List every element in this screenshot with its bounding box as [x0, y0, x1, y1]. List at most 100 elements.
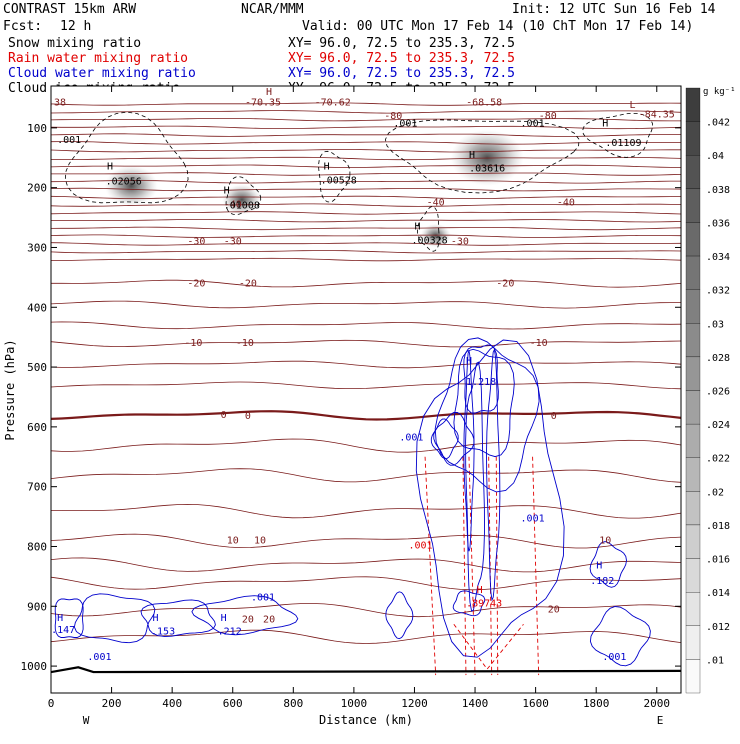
contour-value-label: .02056	[106, 177, 142, 188]
colorbar-unit: g kg⁻¹	[703, 87, 736, 97]
contour-value-label: .00328	[412, 235, 448, 246]
contour-value-label: .147	[51, 625, 75, 636]
isotherm-label: -40	[557, 198, 575, 209]
isotherm	[51, 468, 681, 483]
isotherm	[51, 164, 681, 168]
y-tick-label: 1000	[21, 660, 48, 673]
isotherm	[51, 250, 681, 254]
contour-value-label: .01008	[224, 201, 260, 212]
field-label-rain: Rain water mixing ratio	[8, 51, 188, 66]
isotherm-label: 10	[599, 536, 611, 547]
valid-time: Valid: 00 UTC Mon 17 Feb 14 (10 ChT Mon …	[302, 19, 693, 34]
isotherm	[51, 187, 681, 192]
field-label-snow: Snow mixing ratio	[8, 36, 141, 51]
contour-value-label: .001	[521, 119, 545, 130]
contour-value-label: H	[414, 222, 420, 233]
colorbar-tick-label: .036	[706, 218, 730, 229]
isotherm	[51, 381, 681, 390]
contour-value-label: H	[477, 585, 483, 596]
cloud-water-contour	[465, 361, 485, 612]
field-xy-rain: XY= 96.0, 72.5 to 235.3, 72.5	[288, 51, 515, 66]
isotherm-label: -20	[496, 278, 514, 289]
colorbar-bin	[685, 524, 701, 559]
isotherm-label: -68.58	[466, 98, 502, 109]
isotherm-label: -20	[187, 278, 205, 289]
rain-contours	[424, 456, 540, 676]
colorbar-bin	[685, 323, 701, 358]
x-left-end-label: W	[83, 714, 90, 727]
contour-value-label: 1.218	[466, 377, 496, 388]
x-tick-label: 600	[223, 697, 243, 710]
contour-value-label: .001	[393, 119, 417, 130]
colorbar-tick-label: .03	[706, 319, 724, 330]
x-tick-label: 200	[102, 697, 122, 710]
x-tick-label: 1400	[462, 697, 489, 710]
isotherm	[51, 300, 681, 309]
isotherm-label: 20	[242, 614, 254, 625]
contour-value-label: .001	[521, 513, 545, 524]
contour-value-label: .001	[87, 652, 111, 663]
contour-value-label: H	[266, 87, 272, 98]
contour-value-label: H	[221, 613, 227, 624]
cloud-water-contour	[589, 606, 651, 667]
colorbar-bin	[685, 87, 701, 122]
isotherm	[51, 195, 681, 199]
contour-value-label: .03616	[469, 164, 505, 175]
cloud-water-contour	[433, 412, 475, 466]
isotherm	[51, 339, 681, 348]
isotherm-label: -40	[427, 198, 445, 209]
rain-contour	[532, 456, 540, 676]
isotherm-label: -20	[239, 278, 257, 289]
field-label-cloud-water: Cloud water mixing ratio	[8, 66, 196, 81]
fcst-label: Fcst:	[3, 19, 42, 34]
isotherm	[51, 102, 681, 106]
cloud-ice-contour	[225, 176, 262, 216]
colorbar-bin	[685, 457, 701, 492]
colorbar-tick-label: .042	[706, 118, 730, 129]
init-time: Init: 12 UTC Sun 16 Feb 14	[512, 2, 716, 17]
x-axis: 0 200 400 600 800 1000 1200 1400 1600 1800 2000	[48, 86, 670, 710]
field-xy-snow: XY= 96.0, 72.5 to 235.3, 72.5	[288, 36, 515, 51]
colorbar-tick-label: .04	[706, 151, 724, 162]
colorbar-tick-label: .014	[706, 588, 730, 599]
colorbar-bin	[685, 423, 701, 458]
x-axis-title: Distance (km)	[319, 713, 413, 727]
isotherm	[51, 576, 681, 591]
isotherm-label: 0	[245, 411, 251, 422]
x-tick-label: 1800	[583, 697, 610, 710]
isotherm-label: -30	[451, 236, 469, 247]
cloud-water-contour	[430, 418, 459, 460]
cloud-water-contour	[453, 348, 515, 458]
contour-value-label: .001	[57, 135, 81, 146]
contour-value-label: H	[57, 613, 63, 624]
isotherm	[51, 118, 681, 122]
colorbar-bin	[685, 289, 701, 324]
colorbar-tick-label: .028	[706, 353, 730, 364]
isotherm	[51, 533, 681, 549]
colorbar-tick-label: .034	[706, 252, 730, 263]
cloud-water-contour	[140, 599, 216, 638]
plot-frame	[50, 85, 682, 694]
isotherm-label: 10	[227, 536, 239, 547]
isotherm-label: -80	[539, 111, 557, 122]
terrain-line	[51, 666, 681, 674]
contour-value-label: .01109	[605, 138, 641, 149]
terrain	[51, 666, 681, 674]
isotherm-label: -30	[224, 236, 242, 247]
field-xy-cloud-water: XY= 96.0, 72.5 to 235.3, 72.5	[288, 66, 515, 81]
cloud-water-contour	[73, 593, 156, 644]
colorbar-tick-label: .016	[706, 555, 730, 566]
cloud-water-contour	[452, 590, 486, 617]
colorbar-tick-label: .026	[706, 387, 730, 398]
contour-value-label: L	[630, 100, 636, 111]
plot-area: 71.38 -70.35 -70.62 -68.58 -84.35 -80 -80 -40 -4…	[51, 86, 681, 693]
x-tick-label: 800	[283, 697, 303, 710]
contour-labels: 71.38 -70.35 -70.62 -68.58 -84.35 -80 -80 -40 -4…	[51, 87, 675, 663]
isotherm	[51, 110, 681, 114]
x-tick-label: 0	[48, 697, 55, 710]
colorbar-tick-label: .018	[706, 521, 730, 532]
isotherm	[51, 149, 681, 153]
colorbar-bin	[685, 255, 701, 290]
contour-value-label: .212	[218, 626, 242, 637]
y-tick-label: 300	[27, 241, 47, 254]
